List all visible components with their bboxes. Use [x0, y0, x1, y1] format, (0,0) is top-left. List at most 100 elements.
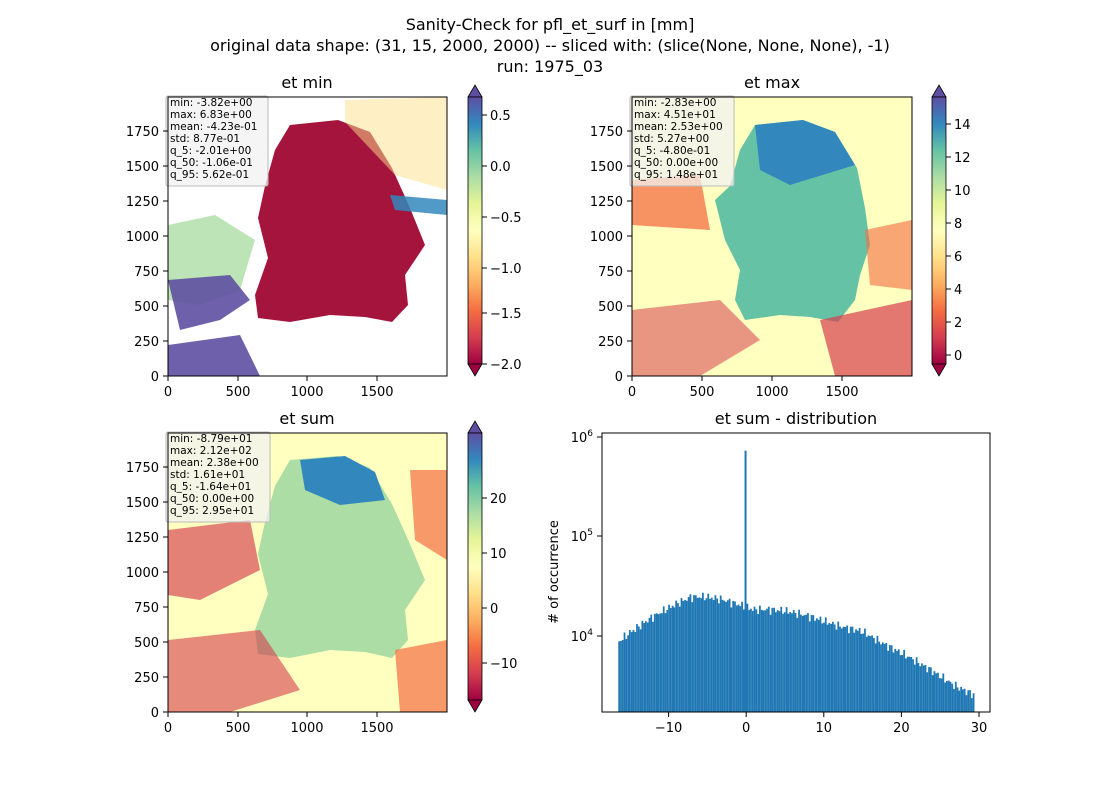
histogram-bar — [922, 665, 925, 712]
histogram-bar — [766, 608, 768, 712]
et-max-stat-std: std: 5.27e+00 — [634, 133, 709, 145]
histogram-bar — [776, 610, 779, 712]
et-max-stat-mean: mean: 2.53e+00 — [634, 121, 723, 133]
histogram-x-axis: −10 0 10 20 30 — [655, 712, 987, 736]
et-sum-y-tick: 750 — [134, 601, 159, 616]
histogram-bar — [687, 597, 690, 712]
et-sum-x-axis: 0 500 1000 1500 — [164, 712, 394, 736]
et-max-y-tick: 750 — [598, 265, 623, 280]
histogram-bar — [693, 595, 695, 712]
et-max-colorbar-tick: 8 — [954, 217, 962, 232]
et-max-y-tick: 0 — [615, 370, 623, 385]
histogram-x-tick: 20 — [893, 721, 910, 736]
histogram-title: et sum - distribution — [715, 409, 877, 428]
histogram-bar — [933, 671, 936, 712]
et-max-colorbar-ramp — [931, 96, 947, 365]
et-min-y-tick: 1250 — [126, 195, 159, 210]
histogram-bar — [819, 616, 822, 712]
histogram-bar — [671, 605, 674, 712]
et-min-purple-region-south — [168, 335, 260, 376]
histogram-bar — [721, 599, 724, 712]
et-sum-colorbar-tick: −10 — [490, 657, 517, 672]
histogram-bar — [851, 626, 854, 712]
histogram-bar — [954, 681, 957, 712]
et-sum-stat-q95: q_95: 2.95e+01 — [170, 505, 254, 517]
et-max-y-tick: 1250 — [590, 195, 623, 210]
histogram-bar — [689, 594, 692, 712]
histogram-bar — [652, 621, 654, 712]
histogram-bar — [812, 615, 815, 712]
histogram-bar — [677, 603, 679, 712]
histogram-bar — [707, 593, 710, 712]
histogram-bar — [960, 686, 963, 712]
histogram-bar — [669, 607, 672, 712]
histogram-bar — [830, 623, 833, 712]
histogram-bar — [762, 610, 765, 712]
histogram-bar — [821, 623, 824, 712]
histogram-bar — [778, 611, 781, 712]
et-min-stat-q50: q_50: -1.06e-01 — [170, 157, 253, 169]
histogram-bar — [632, 630, 635, 712]
histogram-bar — [931, 675, 934, 712]
histogram-bar — [824, 617, 827, 712]
histogram-bar — [748, 609, 751, 712]
histogram-bar — [881, 642, 884, 712]
et-max-north-region — [755, 120, 855, 185]
histogram-bar — [867, 635, 870, 712]
histogram-bar — [846, 625, 849, 712]
histogram-bar — [755, 609, 758, 712]
et-max-colorbar-tick: 6 — [954, 250, 962, 265]
histogram-bar — [771, 607, 774, 712]
et-max-colorbar-tick: 12 — [954, 151, 971, 166]
et-max-stat-max: max: 4.51e+01 — [634, 109, 716, 121]
et-min-y-tick: 500 — [134, 300, 159, 315]
histogram-bar — [639, 629, 642, 712]
et-sum-colorbar-tick: 10 — [490, 547, 507, 562]
histogram-bar — [783, 612, 786, 712]
et-min-title: et min — [281, 73, 332, 92]
et-sum-stat-mean: mean: 2.38e+00 — [170, 457, 259, 469]
histogram-bar — [618, 641, 621, 712]
histogram-bar — [967, 690, 970, 712]
et-max-y-tick: 1500 — [590, 160, 623, 175]
et-max-colorbar-extend-top — [931, 84, 947, 98]
et-min-y-tick: 1000 — [126, 230, 159, 245]
histogram-bar — [767, 606, 770, 712]
histogram-bar — [628, 630, 631, 712]
histogram-bar — [935, 673, 938, 712]
et-sum-y-tick: 1250 — [126, 531, 159, 546]
histogram-bar — [798, 609, 800, 712]
et-min-purple-region — [168, 275, 250, 330]
et-max-colorbar-extend-bottom — [931, 363, 947, 377]
histogram-bar — [894, 648, 897, 712]
et-max-y-axis: 0 250 500 750 1000 1250 1500 1750 — [590, 125, 632, 385]
et-max-stats-frame — [629, 95, 735, 187]
et-min-stat-mean: mean: -4.23e-01 — [170, 121, 257, 133]
histogram-bar — [815, 618, 818, 712]
histogram-bar — [742, 609, 745, 712]
panel-et-min: et min min: -3.82e+00 max: 6.83e+00 mean… — [126, 73, 522, 400]
histogram-bar — [826, 624, 829, 712]
et-max-southwest-region — [632, 300, 760, 376]
histogram-bar — [780, 606, 783, 712]
histogram-x-tick: −10 — [655, 721, 682, 736]
histogram-bar — [723, 600, 726, 712]
histogram-bar — [903, 649, 906, 712]
et-min-colorbar-extend-top — [467, 84, 483, 98]
et-sum-x-tick: 500 — [226, 721, 251, 736]
et-sum-colorbar-extend-bottom — [467, 699, 483, 713]
et-min-colorbar-tick: 0.0 — [490, 160, 511, 175]
histogram-bar — [896, 650, 898, 712]
histogram-bar — [712, 600, 715, 712]
histogram-bar — [662, 606, 665, 712]
histogram-bar — [716, 598, 719, 712]
histogram-bar — [682, 600, 685, 712]
histogram-bar — [839, 626, 841, 712]
histogram-bar — [675, 600, 678, 712]
histogram-bar — [956, 687, 959, 712]
et-min-y-tick: 1500 — [126, 160, 159, 175]
et-max-colorbar-tick: 10 — [954, 184, 971, 199]
histogram-bar — [769, 614, 772, 712]
et-max-stats-box: min: -2.83e+00 max: 4.51e+01 mean: 2.53e… — [629, 95, 735, 187]
histogram-bar — [858, 627, 861, 712]
